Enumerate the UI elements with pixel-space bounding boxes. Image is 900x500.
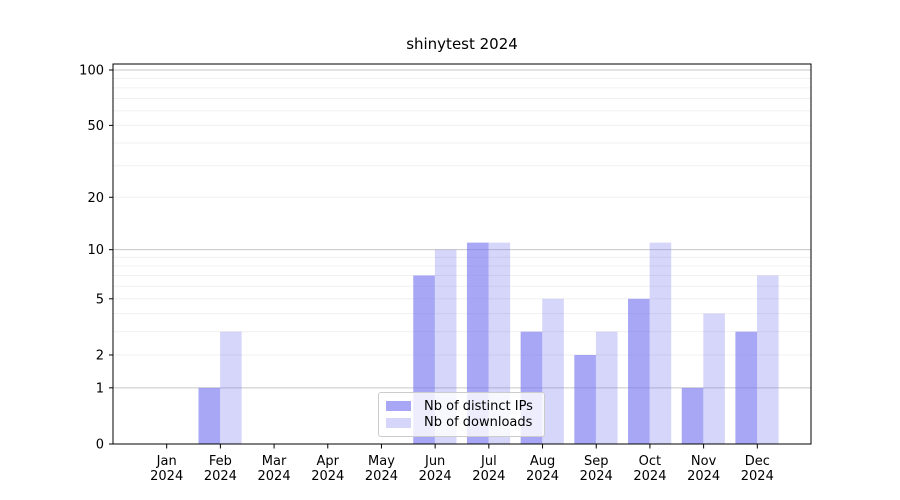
legend-swatch-downloads — [386, 417, 411, 428]
bar-downloads-feb — [220, 331, 242, 444]
bar-downloads-oct — [649, 242, 672, 444]
y-tick-label: 50 — [87, 119, 104, 134]
legend-label-distinct-ips: Nb of distinct IPs — [424, 398, 533, 414]
x-tick-label-year: 2024 — [150, 469, 183, 484]
x-tick-label-year: 2024 — [419, 469, 452, 484]
x-tick-label-month: Dec — [745, 454, 770, 469]
y-tick-label: 1 — [96, 381, 104, 396]
x-tick-label-year: 2024 — [741, 469, 774, 484]
x-tick-label-month: Jul — [480, 454, 497, 469]
x-tick-label-year: 2024 — [365, 469, 398, 484]
x-tick-label-month: Feb — [209, 454, 232, 469]
x-tick-label-year: 2024 — [258, 469, 291, 484]
x-tick-label-month: Nov — [691, 454, 717, 469]
legend-swatch-distinct-ips — [386, 401, 411, 412]
x-tick-label-year: 2024 — [687, 469, 720, 484]
bar-downloads-nov — [703, 313, 725, 444]
x-tick-label-year: 2024 — [633, 469, 666, 484]
bar-downloads-sep — [595, 331, 618, 444]
legend: Nb of distinct IPs Nb of downloads — [378, 392, 545, 437]
plot-spines — [112, 63, 812, 445]
x-tick-label-year: 2024 — [472, 469, 505, 484]
bar-distinct-ips-sep — [574, 354, 596, 444]
x-tick-label-year: 2024 — [526, 469, 559, 484]
x-tick-label-month: Jan — [156, 454, 177, 469]
y-tick-label: 5 — [96, 292, 104, 307]
bar-distinct-ips-dec — [735, 331, 758, 444]
x-tick-label-year: 2024 — [204, 469, 237, 484]
x-tick-label-month: Oct — [639, 454, 661, 469]
x-tick-label-month: Jun — [424, 454, 445, 469]
x-tick-label-year: 2024 — [311, 469, 344, 484]
y-tick-label: 100 — [79, 64, 104, 79]
bar-downloads-dec — [757, 275, 779, 444]
x-tick-label-month: Sep — [584, 454, 609, 469]
chart-title: shinytest 2024 — [406, 35, 518, 53]
x-tick-label-month: Apr — [317, 454, 340, 469]
y-tick-label: 0 — [96, 438, 104, 453]
x-tick-label-year: 2024 — [580, 469, 613, 484]
y-tick-label: 20 — [87, 191, 104, 206]
legend-item-distinct-ips: Nb of distinct IPs — [386, 398, 536, 414]
bar-downloads-aug — [542, 298, 564, 444]
bar-distinct-ips-oct — [628, 298, 650, 444]
legend-label-downloads: Nb of downloads — [424, 415, 533, 431]
y-tick-label: 10 — [87, 243, 104, 258]
bar-distinct-ips-nov — [681, 387, 704, 444]
bar-distinct-ips-feb — [198, 387, 221, 444]
legend-item-downloads: Nb of downloads — [386, 415, 536, 431]
x-tick-label-month: Mar — [262, 454, 287, 469]
x-tick-label-month: May — [368, 454, 395, 469]
y-tick-label: 2 — [96, 348, 104, 363]
x-tick-label-month: Aug — [530, 454, 555, 469]
